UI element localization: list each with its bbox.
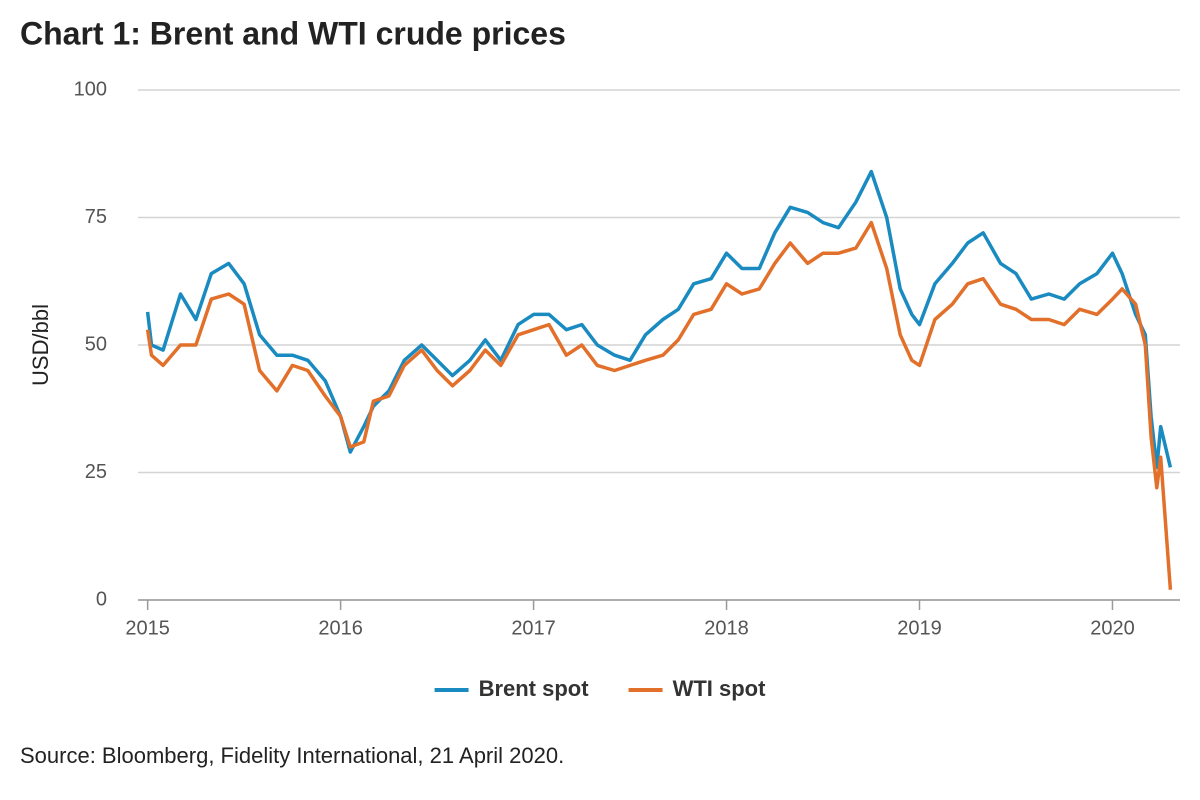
- source-note: Source: Bloomberg, Fidelity Internationa…: [20, 743, 564, 768]
- x-tick-label: 2020: [1090, 617, 1135, 639]
- x-tick-label: 2019: [897, 617, 942, 639]
- y-tick-label: 75: [85, 206, 107, 228]
- y-tick-label: 25: [85, 461, 107, 483]
- legend-label: Brent spot: [479, 676, 590, 701]
- line-series: [145, 220, 1173, 590]
- legend: Brent spot WTI spot: [434, 676, 767, 701]
- y-axis-label: USD/bbl: [28, 304, 53, 386]
- x-tick-label: 2015: [125, 617, 170, 639]
- legend-label: WTI spot: [673, 676, 767, 701]
- x-tick-label: 2016: [318, 617, 363, 639]
- line-series: [145, 169, 1173, 470]
- x-tick-label: 2017: [511, 617, 556, 639]
- x-tick-label: 2018: [704, 617, 749, 639]
- y-tick-label: 50: [85, 333, 107, 355]
- y-tick-label: 0: [96, 588, 107, 610]
- y-tick-label: 100: [74, 78, 107, 100]
- chart-title: Chart 1: Brent and WTI crude prices: [20, 15, 566, 51]
